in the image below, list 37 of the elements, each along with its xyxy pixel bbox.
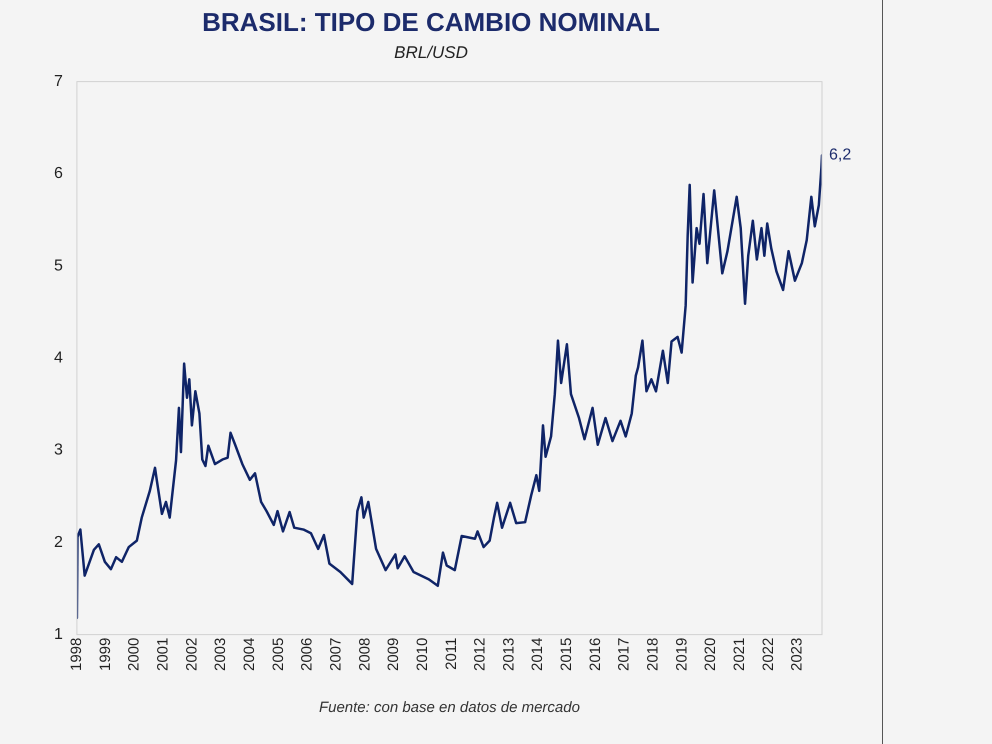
- x-tick-label: 2010: [414, 638, 431, 672]
- chart-subtitle: BRL/USD: [394, 43, 468, 62]
- x-tick-label: 2022: [760, 638, 777, 672]
- x-tick-label: 2015: [558, 638, 576, 672]
- y-tick-label: 2: [54, 534, 63, 551]
- x-tick-label: 2021: [730, 638, 748, 672]
- x-tick-label: 2002: [183, 638, 200, 672]
- source-note: Fuente: con base en datos de mercado: [318, 699, 580, 716]
- annotation: 6,2: [829, 146, 852, 164]
- x-tick-label: 2017: [616, 638, 633, 672]
- x-tick-label: 2020: [702, 638, 720, 672]
- x-tick-label: 2009: [385, 638, 402, 672]
- y-tick-label: 5: [54, 257, 63, 274]
- x-tick-label: 2004: [240, 638, 258, 672]
- x-tick-label: 2013: [500, 638, 518, 672]
- x-tick-label: 2014: [529, 638, 546, 672]
- x-tick-label: 2008: [356, 638, 374, 672]
- x-tick-label: 2003: [212, 638, 230, 672]
- x-tick-label: 1998: [68, 638, 86, 672]
- y-tick-label: 3: [54, 442, 63, 459]
- x-tick-label: 2018: [644, 638, 662, 672]
- y-tick-label: 1: [54, 626, 63, 644]
- x-tick-label: 2005: [270, 638, 287, 672]
- y-tick-label: 7: [54, 73, 63, 90]
- x-tick-label: 2007: [327, 638, 344, 672]
- x-tick-label: 2000: [126, 638, 143, 672]
- y-tick-label: 6: [54, 165, 63, 182]
- x-tick-label: 2023: [788, 638, 806, 672]
- x-tick-label: 2011: [442, 638, 460, 670]
- y-tick-label: 4: [54, 350, 63, 367]
- x-tick-label: 2019: [673, 638, 690, 672]
- chart-title: BRASIL: TIPO DE CAMBIO NOMINAL: [202, 6, 660, 37]
- x-tick-label: 2012: [472, 638, 489, 672]
- x-tick-label: 1999: [96, 638, 114, 672]
- x-tick-label: 2001: [154, 638, 172, 672]
- x-tick-label: 2016: [586, 638, 604, 672]
- x-tick-label: 2006: [298, 638, 316, 672]
